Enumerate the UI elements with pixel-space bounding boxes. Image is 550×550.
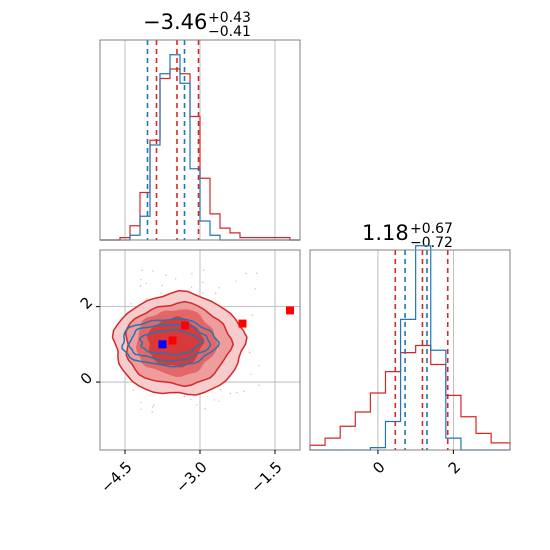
sample-point bbox=[141, 269, 143, 272]
sample-point bbox=[254, 288, 256, 290]
sample-point bbox=[195, 404, 198, 406]
red-marker bbox=[238, 319, 247, 328]
histogram-param1 bbox=[99, 39, 301, 241]
sample-point bbox=[139, 278, 142, 281]
sample-point bbox=[235, 280, 238, 282]
blue-contour-line-mid bbox=[127, 324, 212, 363]
x1-tick-label: −3.0 bbox=[172, 458, 210, 496]
joint-contour-panel bbox=[99, 249, 301, 451]
x-axis-ticks-param1: −4.5 −3.0 −1.5 bbox=[97, 450, 286, 497]
sample-point bbox=[139, 285, 142, 287]
sample-point bbox=[258, 384, 260, 386]
sample-point bbox=[235, 391, 238, 394]
sample-point bbox=[191, 272, 193, 275]
sample-point bbox=[255, 272, 258, 274]
y2-tick-label: 2 bbox=[77, 293, 96, 312]
sample-point bbox=[160, 292, 162, 294]
sample-point bbox=[174, 278, 177, 280]
sample-point bbox=[202, 281, 204, 284]
sample-point bbox=[165, 274, 167, 276]
sample-point bbox=[151, 406, 154, 408]
param1-title-sup: +0.43 bbox=[208, 10, 251, 26]
blue-contour-line-outer bbox=[121, 317, 220, 368]
histogram-param2 bbox=[309, 245, 511, 451]
blue-contour-line-inner bbox=[138, 328, 204, 356]
red-marker bbox=[168, 336, 177, 345]
red-marker bbox=[286, 306, 294, 315]
sample-point bbox=[132, 389, 135, 391]
sample-point bbox=[251, 314, 254, 316]
sample-point bbox=[146, 297, 148, 300]
param1-title-main: −3.46 bbox=[143, 10, 207, 34]
blue-marker bbox=[158, 340, 167, 349]
sample-point bbox=[229, 392, 232, 395]
x2-tick-label: 2 bbox=[445, 458, 464, 477]
sample-point bbox=[213, 399, 216, 401]
x2-tick-label: 0 bbox=[369, 458, 388, 477]
sample-point bbox=[190, 286, 193, 288]
sample-point bbox=[245, 272, 247, 275]
sample-point bbox=[218, 286, 220, 289]
param1-title-sub: −0.41 bbox=[208, 24, 251, 40]
sample-point bbox=[161, 284, 164, 287]
param2-title-sub: −0.72 bbox=[410, 235, 453, 251]
sample-point bbox=[152, 404, 155, 406]
sample-point bbox=[202, 269, 205, 272]
sample-point bbox=[145, 282, 148, 285]
sample-point bbox=[250, 373, 252, 376]
x1-tick-label: −1.5 bbox=[247, 458, 285, 496]
sample-point bbox=[219, 388, 222, 391]
sample-point bbox=[201, 292, 204, 294]
sample-point bbox=[214, 292, 217, 295]
h2-red-histogram bbox=[309, 344, 511, 450]
sample-point bbox=[189, 398, 192, 401]
red-contour-line-outer bbox=[111, 289, 248, 396]
h2-blue-histogram bbox=[310, 245, 510, 451]
y2-tick-label: 0 bbox=[77, 369, 96, 388]
param1-title: −3.46 bbox=[143, 10, 207, 34]
param2-title-main: 1.18 bbox=[362, 221, 409, 245]
sample-point bbox=[183, 395, 186, 398]
h1-frame bbox=[99, 39, 301, 241]
y-axis-ticks-param2: 02 bbox=[77, 293, 100, 388]
red-marker bbox=[181, 321, 189, 330]
sample-point bbox=[151, 411, 154, 413]
sample-point bbox=[204, 408, 206, 410]
sample-point bbox=[248, 351, 251, 354]
sample-point bbox=[152, 270, 154, 272]
sample-point bbox=[258, 364, 260, 367]
sample-point bbox=[140, 408, 142, 411]
sample-point bbox=[243, 390, 245, 393]
sample-point bbox=[130, 303, 132, 305]
sample-point bbox=[217, 400, 220, 403]
param2-title-sup: +0.67 bbox=[410, 221, 453, 237]
sample-point bbox=[140, 401, 142, 404]
x1-tick-label: −4.5 bbox=[97, 458, 135, 496]
h2-frame bbox=[309, 249, 511, 451]
